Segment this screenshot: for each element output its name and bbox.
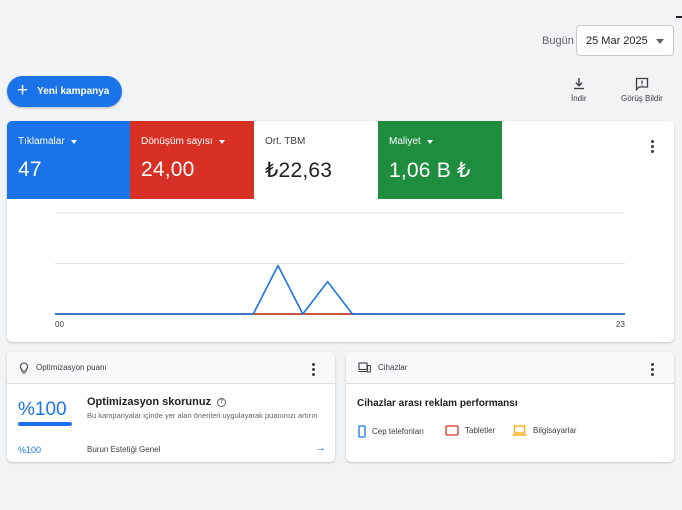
caret-down-icon [70, 139, 77, 144]
x-axis-end-label: 23 [616, 320, 625, 329]
laptop-icon [512, 425, 527, 436]
x-axis-start-label: 00 [55, 320, 64, 329]
legend-phones-label: Cep telefonları [372, 427, 425, 436]
metric-conversions-label: Dönüşüm sayısı [141, 136, 213, 147]
optimization-score-bar [18, 422, 72, 426]
chart-more-options-icon[interactable] [651, 140, 654, 153]
metric-clicks[interactable]: Tıklamalar 47 [7, 121, 130, 199]
tablet-icon [445, 425, 459, 436]
optimization-more-options-icon[interactable] [312, 363, 315, 376]
legend-tablets[interactable]: Tabletler [445, 425, 495, 436]
download-button[interactable]: İndir [571, 77, 587, 103]
date-range-select[interactable]: 25 Mar 2025 [576, 25, 674, 56]
legend-desktops[interactable]: Bilgisayarlar [512, 425, 577, 436]
window-edge-mark [676, 16, 682, 18]
series-line-tıklamalar [55, 264, 625, 315]
metric-cost-label: Maliyet [389, 136, 421, 147]
caret-down-icon [426, 139, 433, 144]
legend-phones[interactable]: Cep telefonları [358, 425, 424, 438]
metric-conversions[interactable]: Dönüşüm sayısı 24,00 [130, 121, 254, 199]
optimization-title-text: Optimizasyon skorunuz [87, 396, 212, 408]
new-campaign-button[interactable]: + Yeni kampanya [7, 76, 122, 107]
optimization-title: Optimizasyon skorunuz ? [87, 396, 227, 408]
metric-avg-cpc[interactable]: Ort. TBM ₺22,63 [254, 121, 377, 199]
caret-down-icon [218, 139, 225, 144]
feedback-button[interactable]: Görüş Bildir [621, 77, 663, 103]
devices-section-title: Cihazlar arası reklam performansı [357, 398, 518, 409]
help-icon[interactable]: ? [217, 397, 227, 407]
feedback-icon [635, 77, 649, 91]
caret-down-icon [656, 39, 664, 44]
performance-line-chart [55, 212, 625, 315]
campaign-row-name[interactable]: Burun Estetiği Genel [87, 445, 161, 454]
date-range-value: 25 Mar 2025 [586, 34, 648, 47]
download-icon [573, 78, 584, 90]
metric-avg-cpc-value: ₺22,63 [265, 159, 333, 182]
download-label: İndir [571, 94, 587, 103]
optimization-score-card: Optimizasyon puanı %100 Optimizasyon sko… [7, 352, 335, 462]
devices-more-options-icon[interactable] [651, 363, 654, 376]
legend-desktops-label: Bilgisayarlar [533, 426, 577, 435]
metric-clicks-value: 47 [18, 158, 42, 181]
arrow-right-icon[interactable]: → [315, 442, 326, 454]
metric-clicks-label: Tıklamalar [18, 136, 65, 147]
devices-card-title: Cihazlar [378, 363, 408, 372]
optimization-card-header: Optimizasyon puanı [7, 352, 335, 384]
performance-chart-card: Tıklamalar 47 Dönüşüm sayısı 24,00 Ort. … [7, 121, 674, 342]
optimization-card-title: Optimizasyon puanı [36, 363, 107, 372]
metric-avg-cpc-label: Ort. TBM [265, 136, 306, 147]
optimization-score-value: %100 [18, 399, 67, 420]
devices-icon [358, 362, 371, 373]
campaign-row-score: %100 [18, 445, 42, 455]
feedback-label: Görüş Bildir [621, 94, 663, 103]
phone-icon [358, 425, 366, 438]
metric-cost[interactable]: Maliyet 1,06 B ₺ [378, 121, 502, 199]
date-range-label: Bugün [542, 35, 574, 47]
optimization-description: Bu kampanyalar içinde yer alan önerileri… [87, 411, 318, 420]
metric-cost-value: 1,06 B ₺ [389, 159, 471, 182]
metric-conversions-value: 24,00 [141, 158, 195, 181]
new-campaign-label: Yeni kampanya [37, 86, 110, 97]
lightbulb-icon [19, 361, 29, 373]
legend-tablets-label: Tabletler [465, 426, 496, 435]
devices-card: Cihazlar Cihazlar arası reklam performan… [346, 352, 674, 462]
devices-card-header: Cihazlar [346, 352, 674, 384]
plus-icon: + [17, 80, 29, 101]
